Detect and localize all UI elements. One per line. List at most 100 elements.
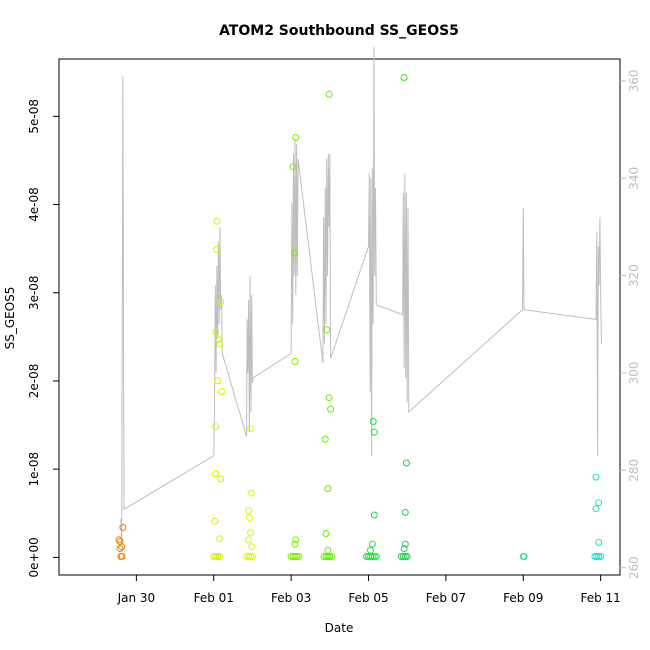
scatter-point	[401, 553, 409, 560]
scatter-point	[213, 217, 221, 225]
x-tick-label: Jan 30	[117, 591, 156, 605]
points-layer	[115, 74, 605, 560]
scatter-point	[212, 328, 220, 336]
x-axis-label: Date	[325, 621, 354, 635]
scatter-point	[218, 388, 225, 395]
scatter-point	[291, 553, 299, 560]
scatter-point	[248, 553, 256, 560]
x-tick-label: Feb 01	[194, 591, 234, 605]
scatter-point	[115, 536, 123, 544]
y-tick-label: 5e-08	[27, 99, 41, 134]
scatter-point	[323, 326, 331, 334]
scatter-point	[248, 543, 256, 551]
scatter-point	[367, 546, 374, 554]
scatter-point	[401, 508, 409, 516]
x-tick-label: Feb 07	[426, 591, 466, 605]
scatter-point	[295, 553, 303, 560]
scatter-point	[118, 543, 126, 551]
y-axis-label: SS_GEOS5	[3, 287, 17, 350]
y-tick-label: 3e-08	[27, 275, 41, 310]
scatter-point	[595, 499, 603, 507]
y2-axis: 260 280 300 320 340 360	[620, 69, 641, 579]
scatter-point	[324, 553, 332, 560]
scatter-point	[370, 428, 378, 436]
scatter-point	[520, 553, 528, 560]
y-tick-label: 0e+00	[27, 537, 41, 577]
scatter-point	[245, 514, 253, 522]
plot-frame	[58, 58, 621, 576]
scatter-point	[292, 536, 300, 544]
scatter-point	[324, 546, 332, 554]
y-tick-label: 2e-08	[27, 364, 41, 399]
scatter-point	[368, 540, 376, 548]
scatter-point	[595, 538, 603, 546]
scatter-point	[289, 163, 297, 171]
scatter-point	[212, 553, 220, 560]
y2-tick-label: 340	[627, 167, 641, 190]
scatter-point	[321, 435, 329, 443]
scatter-point	[214, 553, 222, 560]
line-series-path	[120, 46, 602, 544]
scatter-point	[212, 423, 220, 431]
scatter-point	[245, 507, 253, 515]
x-axis: Jan 30 Feb 01 Feb 03 Feb 05 Feb 07 Feb 09 Feb …	[117, 575, 621, 605]
scatter-point	[325, 90, 333, 98]
scatter-point	[597, 553, 605, 560]
scatter-point	[247, 529, 254, 537]
scatter-point	[247, 489, 255, 497]
scatter-point	[592, 505, 600, 513]
scatter-point	[325, 394, 333, 402]
scatter-point	[216, 535, 224, 543]
scatter-point	[118, 553, 126, 560]
scatter-point	[400, 545, 408, 552]
scatter-point	[245, 553, 253, 560]
scatter-point	[217, 298, 225, 306]
y-axis: 0e+00 1e-08 2e-08 3e-08 4e-08 5e-08	[27, 99, 59, 578]
scatter-point	[214, 336, 222, 343]
scatter-point	[216, 553, 224, 560]
scatter-point	[326, 553, 334, 560]
y2-tick-label: 300	[627, 362, 641, 385]
scatter-point	[293, 553, 301, 560]
scatter-point	[401, 540, 409, 548]
scatter-point	[324, 485, 332, 493]
scatter-point	[247, 553, 254, 560]
scatter-point	[214, 377, 222, 385]
y2-tick-label: 260	[627, 556, 641, 579]
y-tick-label: 4e-08	[27, 187, 41, 222]
y2-tick-label: 360	[627, 69, 641, 92]
scatter-point	[212, 470, 220, 478]
scatter-point	[216, 340, 224, 348]
scatter-point	[370, 553, 378, 560]
scatter-point	[372, 553, 380, 560]
y2-tick-label: 280	[627, 459, 641, 482]
chart-title: ATOM2 Southbound SS_GEOS5	[219, 23, 459, 39]
scatter-point	[327, 405, 335, 413]
scatter-point	[119, 523, 127, 531]
scatter-point	[211, 517, 219, 525]
x-tick-label: Feb 09	[503, 591, 543, 605]
scatter-point	[402, 459, 410, 467]
scatter-point	[400, 74, 408, 81]
scatter-point	[247, 425, 254, 433]
scatter-point	[116, 545, 124, 552]
scatter-point	[217, 475, 225, 483]
scatter-point	[290, 249, 298, 257]
scatter-point	[328, 553, 336, 560]
scatter-point	[592, 473, 600, 481]
scatter-point	[370, 511, 378, 519]
scatter-point	[245, 536, 253, 544]
scatter-point	[403, 553, 411, 560]
scatter-point	[368, 553, 376, 560]
line-layer	[120, 46, 602, 544]
x-tick-label: Feb 11	[580, 591, 620, 605]
scatter-point	[593, 553, 601, 560]
scatter-point	[322, 530, 330, 537]
scatter-point	[291, 540, 299, 548]
x-tick-label: Feb 05	[348, 591, 388, 605]
scatter-point	[292, 134, 300, 141]
scatter-point	[399, 553, 407, 560]
x-tick-label: Feb 03	[271, 591, 311, 605]
scatter-point	[595, 553, 603, 560]
